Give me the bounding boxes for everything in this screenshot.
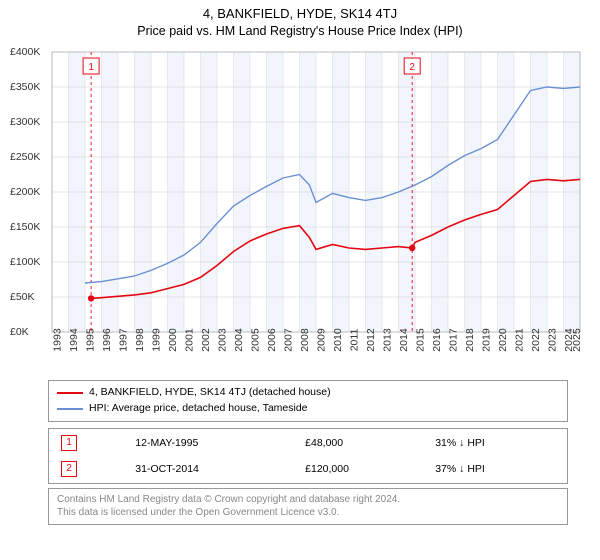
legend: 4, BANKFIELD, HYDE, SK14 4TJ (detached h… <box>48 380 568 422</box>
svg-text:2020: 2020 <box>497 328 509 352</box>
svg-text:2010: 2010 <box>332 328 344 352</box>
svg-text:2012: 2012 <box>365 328 377 352</box>
legend-item: 4, BANKFIELD, HYDE, SK14 4TJ (detached h… <box>57 385 559 401</box>
svg-text:£350K: £350K <box>10 81 40 93</box>
svg-text:1995: 1995 <box>84 328 96 352</box>
svg-text:1993: 1993 <box>51 328 63 352</box>
svg-text:£300K: £300K <box>10 116 40 128</box>
chart-container: 4, BANKFIELD, HYDE, SK14 4TJ Price paid … <box>0 0 600 529</box>
svg-text:1998: 1998 <box>134 328 146 352</box>
marker-date: 12-MAY-1995 <box>125 431 293 455</box>
svg-text:2016: 2016 <box>431 328 443 352</box>
page-title: 4, BANKFIELD, HYDE, SK14 4TJ <box>10 6 590 21</box>
footer-line: Contains HM Land Registry data © Crown c… <box>57 493 559 507</box>
svg-text:2023: 2023 <box>546 328 558 352</box>
svg-text:£0K: £0K <box>10 326 29 338</box>
svg-text:2008: 2008 <box>299 328 311 352</box>
svg-text:1996: 1996 <box>101 328 113 352</box>
svg-text:2: 2 <box>409 62 415 73</box>
svg-text:2018: 2018 <box>464 328 476 352</box>
marker-pct: 31% ↓ HPI <box>425 431 565 455</box>
marker-table: 1 12-MAY-1995 £48,000 31% ↓ HPI 2 31-OCT… <box>48 428 568 484</box>
svg-text:2001: 2001 <box>183 328 195 352</box>
line-chart-svg: £0K £50K £100K £150K £200K £250K £300K £350K £40… <box>10 44 590 374</box>
legend-swatch <box>57 408 83 410</box>
marker-numbox: 2 <box>61 461 77 477</box>
svg-text:£100K: £100K <box>10 256 40 268</box>
chart-area: £0K £50K £100K £150K £200K £250K £300K £350K £40… <box>10 44 590 374</box>
svg-text:£50K: £50K <box>10 291 35 303</box>
svg-text:£150K: £150K <box>10 221 40 233</box>
svg-text:2013: 2013 <box>381 328 393 352</box>
svg-text:2005: 2005 <box>249 328 261 352</box>
table-row: 2 31-OCT-2014 £120,000 37% ↓ HPI <box>51 457 565 481</box>
legend-label: 4, BANKFIELD, HYDE, SK14 4TJ (detached h… <box>89 385 331 401</box>
svg-text:2022: 2022 <box>530 328 542 352</box>
marker-date: 31-OCT-2014 <box>125 457 293 481</box>
svg-text:£400K: £400K <box>10 46 40 58</box>
marker-price: £120,000 <box>295 457 423 481</box>
svg-text:2006: 2006 <box>266 328 278 352</box>
marker-pct: 37% ↓ HPI <box>425 457 565 481</box>
svg-text:2003: 2003 <box>216 328 228 352</box>
svg-text:1994: 1994 <box>68 328 80 352</box>
svg-text:1999: 1999 <box>150 328 162 352</box>
svg-text:2014: 2014 <box>398 328 410 352</box>
svg-text:2011: 2011 <box>348 329 360 352</box>
svg-text:2002: 2002 <box>200 328 212 352</box>
legend-label: HPI: Average price, detached house, Tame… <box>89 401 308 417</box>
svg-text:2004: 2004 <box>233 328 245 352</box>
svg-text:2009: 2009 <box>315 328 327 352</box>
legend-swatch <box>57 392 83 394</box>
page-subtitle: Price paid vs. HM Land Registry's House … <box>10 24 590 38</box>
svg-text:2000: 2000 <box>167 328 179 352</box>
svg-text:2025: 2025 <box>571 328 583 352</box>
svg-text:2017: 2017 <box>447 328 459 352</box>
svg-text:£200K: £200K <box>10 186 40 198</box>
svg-text:2021: 2021 <box>513 328 525 352</box>
footer-line: This data is licensed under the Open Gov… <box>57 506 559 520</box>
svg-text:1997: 1997 <box>117 328 129 352</box>
svg-text:£250K: £250K <box>10 151 40 163</box>
table-row: 1 12-MAY-1995 £48,000 31% ↓ HPI <box>51 431 565 455</box>
legend-item: HPI: Average price, detached house, Tame… <box>57 401 559 417</box>
svg-text:2019: 2019 <box>480 328 492 352</box>
svg-text:2015: 2015 <box>414 328 426 352</box>
marker-numbox: 1 <box>61 435 77 451</box>
footer: Contains HM Land Registry data © Crown c… <box>48 488 568 525</box>
svg-text:1: 1 <box>88 62 94 73</box>
marker-price: £48,000 <box>295 431 423 455</box>
svg-text:2007: 2007 <box>282 328 294 352</box>
